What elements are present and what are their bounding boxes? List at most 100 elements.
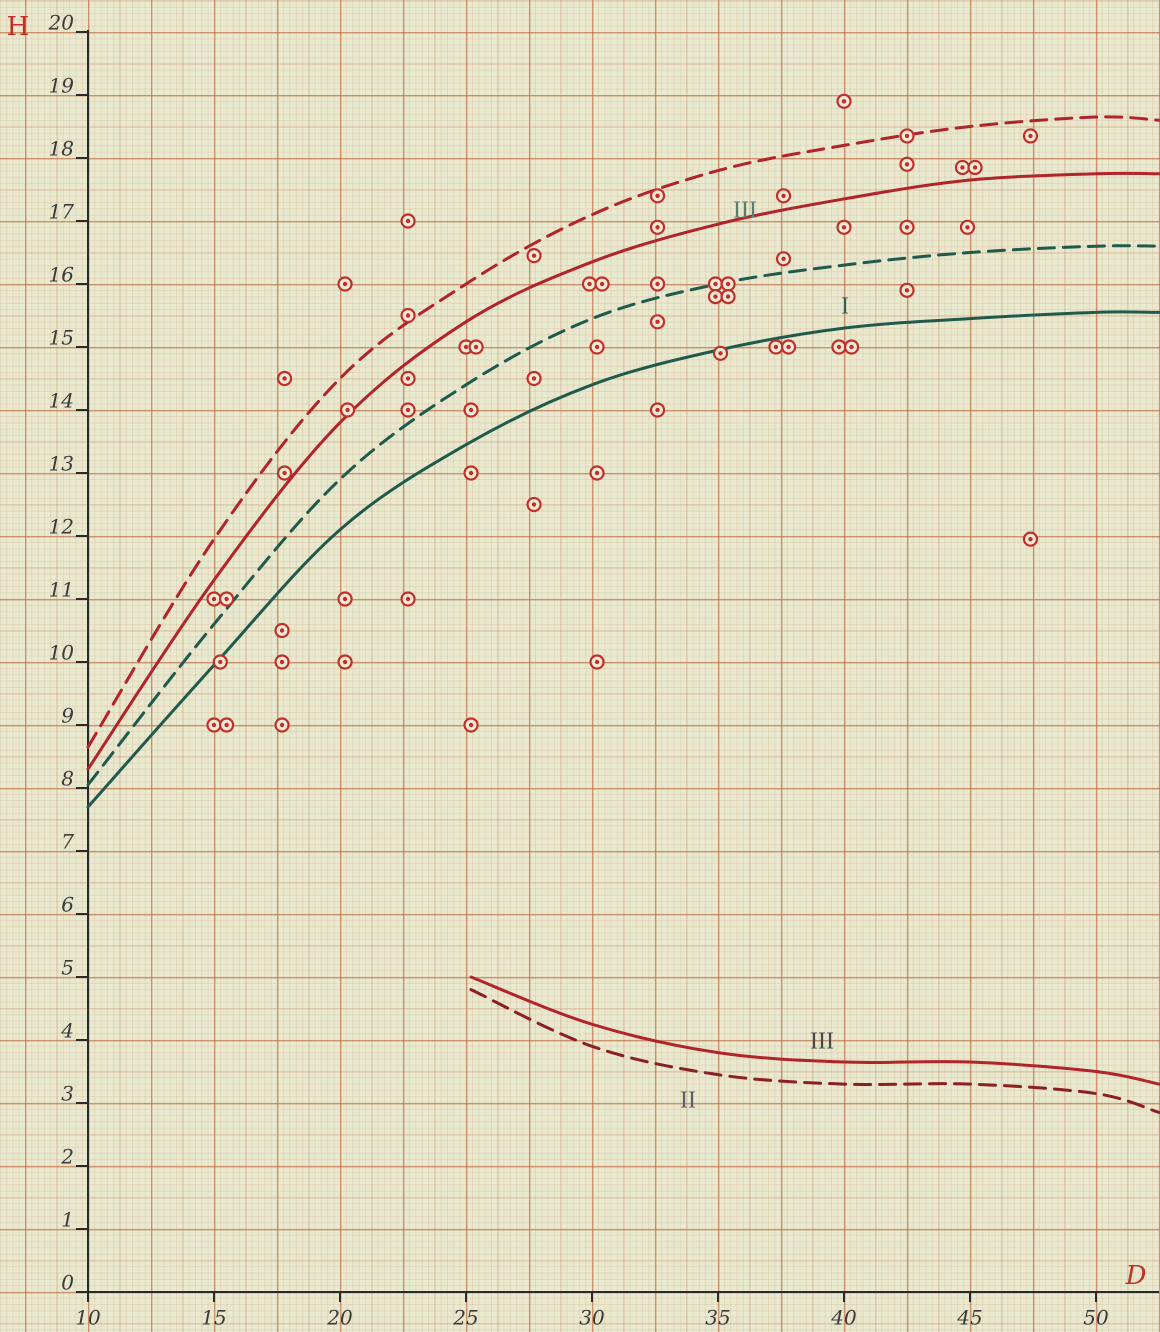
point-center: [718, 351, 723, 356]
data-point: [274, 622, 290, 639]
data-point: [836, 219, 852, 235]
point-center: [904, 288, 910, 293]
data-point: [899, 156, 915, 172]
point-center: [655, 225, 660, 230]
point-center: [725, 294, 731, 299]
data-point: [463, 402, 479, 418]
point-center: [463, 344, 469, 350]
point-center: [342, 659, 348, 665]
y-tick-label: 6: [61, 893, 74, 917]
data-point: [768, 339, 784, 355]
point-center: [531, 253, 537, 258]
y-tick-label: 13: [49, 452, 74, 476]
y-tick-label: 17: [49, 200, 75, 224]
point-center: [836, 344, 842, 350]
y-tick-label: 12: [49, 515, 74, 539]
point-center: [224, 596, 229, 602]
point-center: [972, 165, 978, 170]
data-point: [526, 370, 542, 387]
point-center: [773, 344, 779, 350]
data-point: [526, 496, 542, 513]
dashed-curve: [86, 244, 1160, 787]
data-point: [276, 465, 293, 481]
point-center: [342, 281, 348, 287]
point-center: [468, 722, 474, 728]
y-tick-label: 5: [61, 956, 74, 980]
data-point: [337, 276, 353, 292]
point-center: [594, 344, 600, 350]
point-center: [841, 99, 847, 104]
y-tick-label: 16: [49, 263, 75, 287]
data-point: [780, 339, 797, 355]
x-tick-label: 45: [956, 1306, 982, 1330]
y-tick-label: 2: [60, 1145, 74, 1169]
point-center: [211, 722, 217, 728]
y-tick-label: 0: [61, 1271, 74, 1295]
point-center: [904, 133, 910, 139]
data-point: [337, 591, 353, 607]
data-point: [954, 159, 971, 176]
x-tick-label: 50: [1083, 1306, 1109, 1330]
x-tick-label: 25: [452, 1306, 478, 1330]
data-point: [843, 339, 860, 355]
dashed-curve: [469, 988, 1160, 1114]
y-tick-label: 3: [61, 1082, 74, 1106]
data-point: [463, 717, 479, 733]
data-point: [581, 276, 598, 292]
point-center: [960, 165, 965, 170]
data-point: [219, 717, 235, 733]
point-center: [405, 218, 411, 224]
x-axis-label: D: [1125, 1261, 1147, 1291]
point-center: [599, 281, 605, 287]
x-tick-label: 10: [75, 1306, 101, 1330]
point-center: [224, 722, 229, 728]
data-point: [206, 717, 222, 733]
point-center: [849, 344, 854, 350]
y-tick-label: 20: [48, 11, 75, 35]
data-point: [339, 402, 356, 418]
point-center: [781, 193, 786, 198]
point-center: [468, 470, 474, 476]
curve-label: I: [841, 294, 849, 320]
data-point: [400, 591, 416, 607]
data-point: [707, 289, 724, 305]
data-point: [219, 591, 235, 607]
point-center: [279, 628, 285, 633]
y-tick-label: 1: [61, 1208, 74, 1232]
point-center: [211, 596, 217, 602]
point-center: [473, 344, 479, 350]
point-center: [279, 722, 285, 728]
x-tick-label: 20: [326, 1306, 353, 1330]
data-point: [589, 465, 605, 481]
point-center: [587, 281, 592, 287]
data-point: [274, 654, 290, 670]
point-center: [594, 470, 600, 476]
x-tick-label: 40: [830, 1306, 857, 1330]
point-center: [713, 294, 718, 299]
y-tick-label: 18: [49, 137, 74, 161]
data-point: [468, 339, 484, 355]
data-point: [526, 248, 542, 264]
data-point: [1022, 531, 1039, 547]
point-center: [786, 344, 791, 350]
curve-label: II: [680, 1088, 696, 1114]
data-point: [720, 289, 736, 305]
data-point: [775, 188, 792, 204]
data-point: [899, 282, 915, 298]
x-tick-label: 15: [201, 1306, 226, 1330]
point-center: [342, 596, 348, 602]
data-point: [831, 339, 847, 355]
point-center: [405, 313, 411, 318]
data-point: [400, 402, 416, 418]
point-center: [405, 407, 411, 413]
point-center: [345, 407, 350, 413]
point-center: [594, 659, 600, 665]
y-tick-label: 8: [61, 767, 74, 791]
point-center: [655, 407, 660, 413]
point-center: [904, 225, 910, 230]
point-center: [468, 407, 474, 413]
curve-label: III: [733, 198, 757, 224]
data-point: [400, 370, 416, 387]
data-point: [720, 276, 736, 292]
